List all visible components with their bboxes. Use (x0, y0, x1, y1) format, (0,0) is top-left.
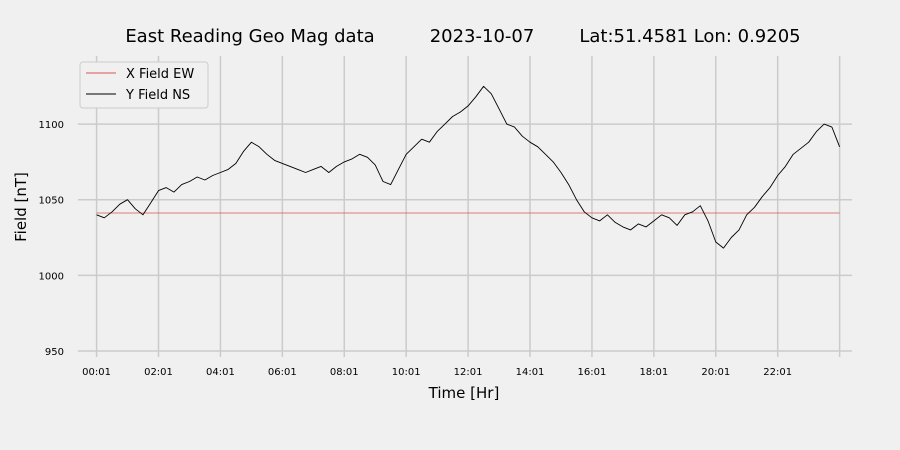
y-tick-labels: 950 1000 1050 1100 (39, 120, 64, 358)
x-tick-label: 12:01 (454, 367, 483, 378)
y-field-ns-line (96, 85, 841, 249)
chart-title-location: Lat:51.4581 Lon: 0.9205 (579, 26, 800, 47)
x-tick-label: 00:01 (82, 367, 111, 378)
x-tick-label: 14:01 (516, 367, 545, 378)
chart-title-main: East Reading Geo Mag data (125, 26, 374, 47)
x-axis-label: Time [Hr] (428, 384, 500, 402)
x-tick-label: 08:01 (330, 367, 359, 378)
x-tick-label: 10:01 (392, 367, 421, 378)
x-tick-label: 06:01 (268, 367, 297, 378)
x-tick-labels: 00:01 02:01 04:01 06:01 08:01 10:01 12:01 14:01… (82, 367, 792, 378)
legend-label-x-field: X Field EW (126, 67, 194, 82)
chart-title-date: 2023-10-07 (430, 26, 535, 47)
x-tick-label: 02:01 (144, 367, 173, 378)
x-tick-label: 22:01 (763, 367, 792, 378)
y-tick-label: 1050 (39, 196, 64, 207)
x-tick-label: 18:01 (639, 367, 668, 378)
y-axis-label: Field [nT] (12, 172, 30, 242)
legend: X Field EW Y Field NS (79, 61, 209, 109)
y-tick-label: 950 (45, 347, 64, 358)
x-tick-label: 20:01 (701, 367, 730, 378)
x-tick-label: 16:01 (578, 367, 607, 378)
series-lines (96, 85, 841, 249)
x-tick-label: 04:01 (206, 367, 235, 378)
y-tick-label: 1000 (39, 271, 64, 282)
legend-label-y-field: Y Field NS (125, 88, 190, 103)
y-tick-label: 1100 (39, 120, 64, 131)
